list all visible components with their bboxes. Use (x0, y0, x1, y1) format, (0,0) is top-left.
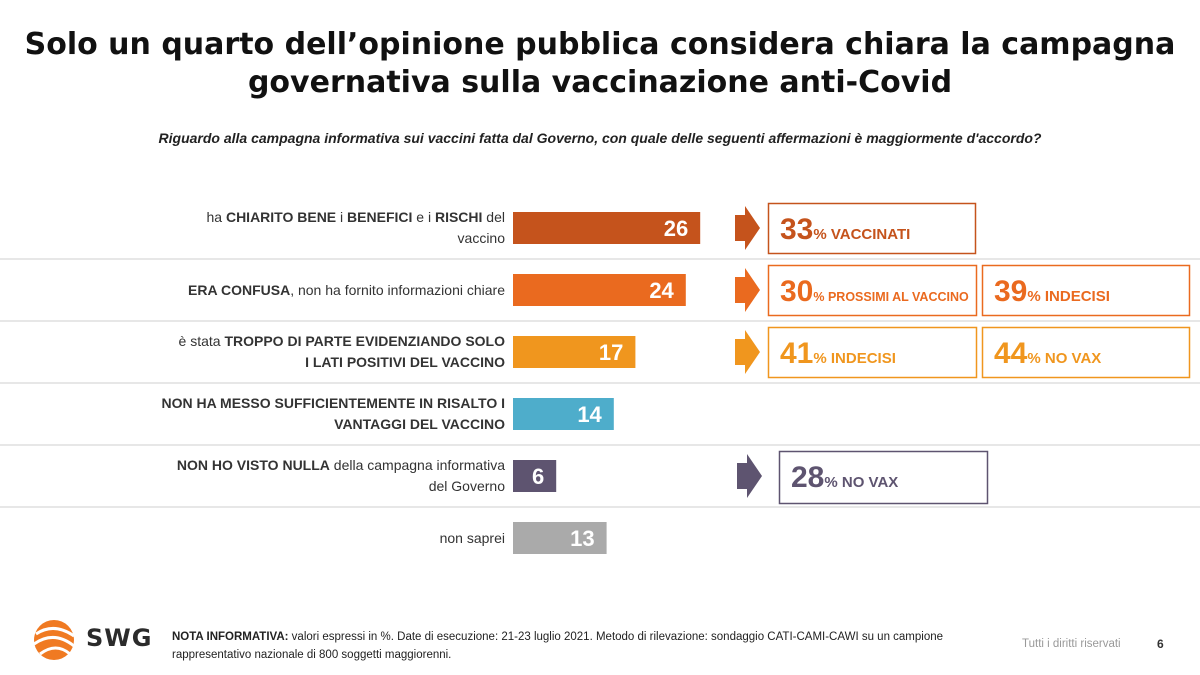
bar (513, 460, 557, 492)
title-line-2: governativa sulla vaccinazione anti-Covi… (247, 65, 953, 100)
bar (513, 212, 701, 244)
callout-text: 33% VACCINATI (780, 213, 910, 246)
category-label: è stata TROPPO DI PARTE EVIDENZIANDO SOL… (178, 333, 505, 370)
logo-text: SWG (86, 624, 153, 652)
bar-value-label: 17 (599, 340, 623, 365)
arrow-icon (737, 454, 762, 498)
bar-value-label: 26 (664, 216, 688, 241)
callout-box (767, 264, 978, 317)
bar-value-label: 6 (532, 464, 544, 489)
bar (513, 398, 614, 430)
survey-question: Riguardo alla campagna informativa sui v… (158, 130, 1042, 146)
callout-text: 28% NO VAX (791, 461, 898, 494)
arrow-icon (735, 206, 760, 250)
category-label: NON HO VISTO NULLA della campagna inform… (176, 457, 505, 494)
category-label: NON HA MESSO SUFFICIENTEMENTE IN RISALTO… (161, 395, 505, 432)
bar-value-label: 14 (577, 402, 602, 427)
callout-text: 41% INDECISI (780, 337, 896, 370)
title-line-1: Solo un quarto dell’opinione pubblica co… (24, 27, 1176, 62)
callout-box (981, 326, 1191, 379)
footer-note: NOTA INFORMATIVA: valori espressi in %. … (172, 628, 972, 664)
page-title: Solo un quarto dell’opinione pubblica co… (0, 26, 1200, 102)
callout-box (981, 264, 1191, 317)
bar (513, 522, 607, 554)
callout-box (767, 326, 978, 379)
callout-text: 44% NO VAX (994, 337, 1101, 370)
callout-text: 39% INDECISI (994, 275, 1110, 308)
note-text: valori espressi in %. Date di esecuzione… (172, 631, 944, 661)
callout-text: 30% PROSSIMI AL VACCINO (780, 275, 969, 308)
bar-value-label: 13 (570, 526, 594, 551)
page-number: 6 (1157, 637, 1164, 651)
category-label: ha CHIARITO BENE i BENEFICI e i RISCHI d… (206, 209, 505, 246)
swg-logo-icon (33, 620, 75, 660)
arrow-icon (735, 330, 760, 374)
category-label: non saprei (439, 529, 505, 546)
rights-text: Tutti i diritti riservati (1022, 638, 1121, 650)
arrow-icon (735, 268, 760, 312)
callout-box (767, 202, 977, 255)
callout-box (778, 450, 989, 505)
bar-value-label: 24 (649, 278, 674, 303)
note-label: NOTA INFORMATIVA: (172, 631, 289, 643)
bar (513, 336, 636, 368)
bar (513, 274, 686, 306)
category-label: ERA CONFUSA, non ha fornito informazioni… (188, 281, 505, 298)
